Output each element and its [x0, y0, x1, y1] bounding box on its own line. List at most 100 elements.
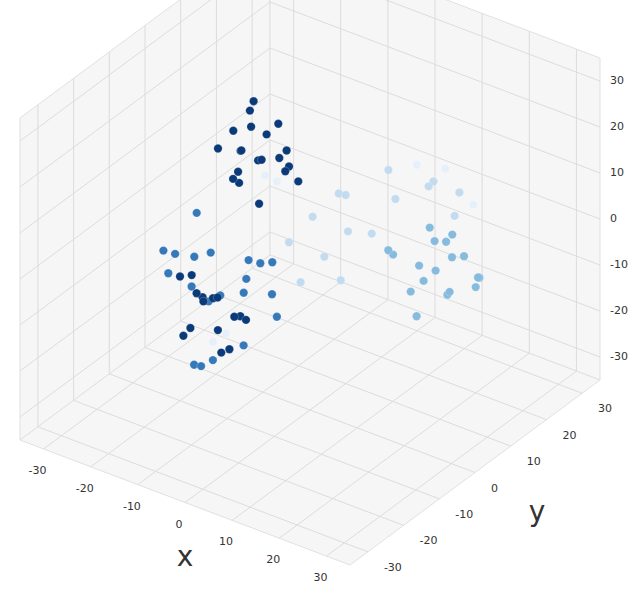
- z-grid-line: [20, 2, 270, 187]
- z-tick-label: -10: [610, 258, 628, 271]
- z-grid-line: [270, 140, 600, 265]
- z-grid-line: [270, 232, 600, 357]
- x-tick-label: -30: [29, 464, 47, 477]
- point: [268, 290, 276, 298]
- point: [242, 275, 250, 283]
- point: [225, 345, 233, 353]
- point: [213, 293, 221, 301]
- point: [412, 312, 420, 320]
- point: [296, 278, 304, 286]
- point: [275, 154, 283, 162]
- z-grid-line: [20, 48, 270, 233]
- point: [384, 246, 392, 254]
- point: [337, 276, 345, 284]
- point: [188, 271, 196, 279]
- y-grid-line: [145, 348, 475, 473]
- z-grid-line: [20, 140, 270, 325]
- x-axis-label: x: [177, 540, 194, 573]
- point: [285, 238, 293, 246]
- point: [445, 288, 453, 296]
- z-tick-label: 0: [610, 212, 617, 225]
- z-grid-line: [270, 2, 600, 127]
- y-tick-label: -10: [455, 508, 473, 521]
- point: [249, 97, 257, 105]
- point: [237, 146, 245, 154]
- point: [455, 188, 463, 196]
- chart: -30-20-100102030-30-20-100102030-30-20-1…: [0, 0, 640, 598]
- y-tick-label: 10: [527, 455, 541, 468]
- point: [282, 146, 290, 154]
- point: [448, 230, 456, 238]
- point: [244, 256, 252, 264]
- point: [242, 316, 250, 324]
- y-grid-line: [252, 268, 582, 393]
- point: [239, 341, 247, 349]
- point: [441, 165, 449, 173]
- z-grid-line: [20, 0, 270, 141]
- point: [391, 195, 399, 203]
- point: [214, 144, 222, 152]
- point: [159, 246, 167, 254]
- point: [247, 123, 255, 131]
- point: [431, 266, 439, 274]
- x-tick-label: 0: [176, 518, 183, 531]
- point: [164, 269, 172, 277]
- x-tick-label: -10: [123, 500, 141, 513]
- z-tick-label: 10: [610, 166, 624, 179]
- point: [448, 253, 456, 261]
- y-tick-label: -30: [384, 561, 402, 574]
- point: [342, 191, 350, 199]
- x-grid-line: [340, 0, 341, 282]
- points: [159, 97, 483, 370]
- point: [384, 166, 392, 174]
- point: [273, 177, 281, 185]
- point: [246, 106, 254, 114]
- y-grid-line: [109, 374, 439, 499]
- point: [234, 168, 242, 176]
- point: [308, 213, 316, 221]
- point: [424, 182, 432, 190]
- point: [474, 273, 482, 281]
- z-grid-line: [20, 94, 270, 279]
- z-grid-line: [20, 186, 270, 371]
- z-tick-label: -20: [610, 304, 628, 317]
- z-tick-label: 30: [610, 74, 624, 87]
- z-grid-line: [270, 186, 600, 311]
- point: [430, 237, 438, 245]
- point: [214, 326, 222, 334]
- point: [236, 147, 244, 155]
- z-grid-line: [270, 0, 600, 81]
- point: [368, 229, 376, 237]
- y-grid-line: [38, 427, 368, 552]
- point: [415, 261, 423, 269]
- y-tick-label: 20: [562, 429, 576, 442]
- point: [217, 348, 225, 356]
- y-tick-label: 30: [598, 402, 612, 415]
- point: [176, 272, 184, 280]
- z-grid-line: [270, 94, 600, 219]
- point: [419, 277, 427, 285]
- y-axis-label: y: [529, 495, 546, 528]
- x-tick-label: 10: [219, 535, 233, 548]
- x-tick-label: 20: [266, 553, 280, 566]
- point: [294, 177, 302, 185]
- point: [407, 287, 415, 295]
- point: [209, 338, 217, 346]
- point: [472, 283, 480, 291]
- point: [187, 282, 195, 290]
- point: [281, 167, 289, 175]
- x-tick-label: 30: [313, 571, 327, 584]
- point: [262, 130, 270, 138]
- point: [442, 238, 450, 246]
- point: [222, 329, 230, 337]
- point: [257, 156, 265, 164]
- point: [209, 356, 217, 364]
- point: [190, 253, 198, 261]
- point: [268, 258, 276, 266]
- y-grid-line: [252, 0, 253, 268]
- y-grid-line: [74, 400, 404, 525]
- point: [273, 313, 281, 321]
- point: [274, 120, 282, 128]
- x-grid-line: [293, 0, 294, 264]
- point: [320, 253, 328, 261]
